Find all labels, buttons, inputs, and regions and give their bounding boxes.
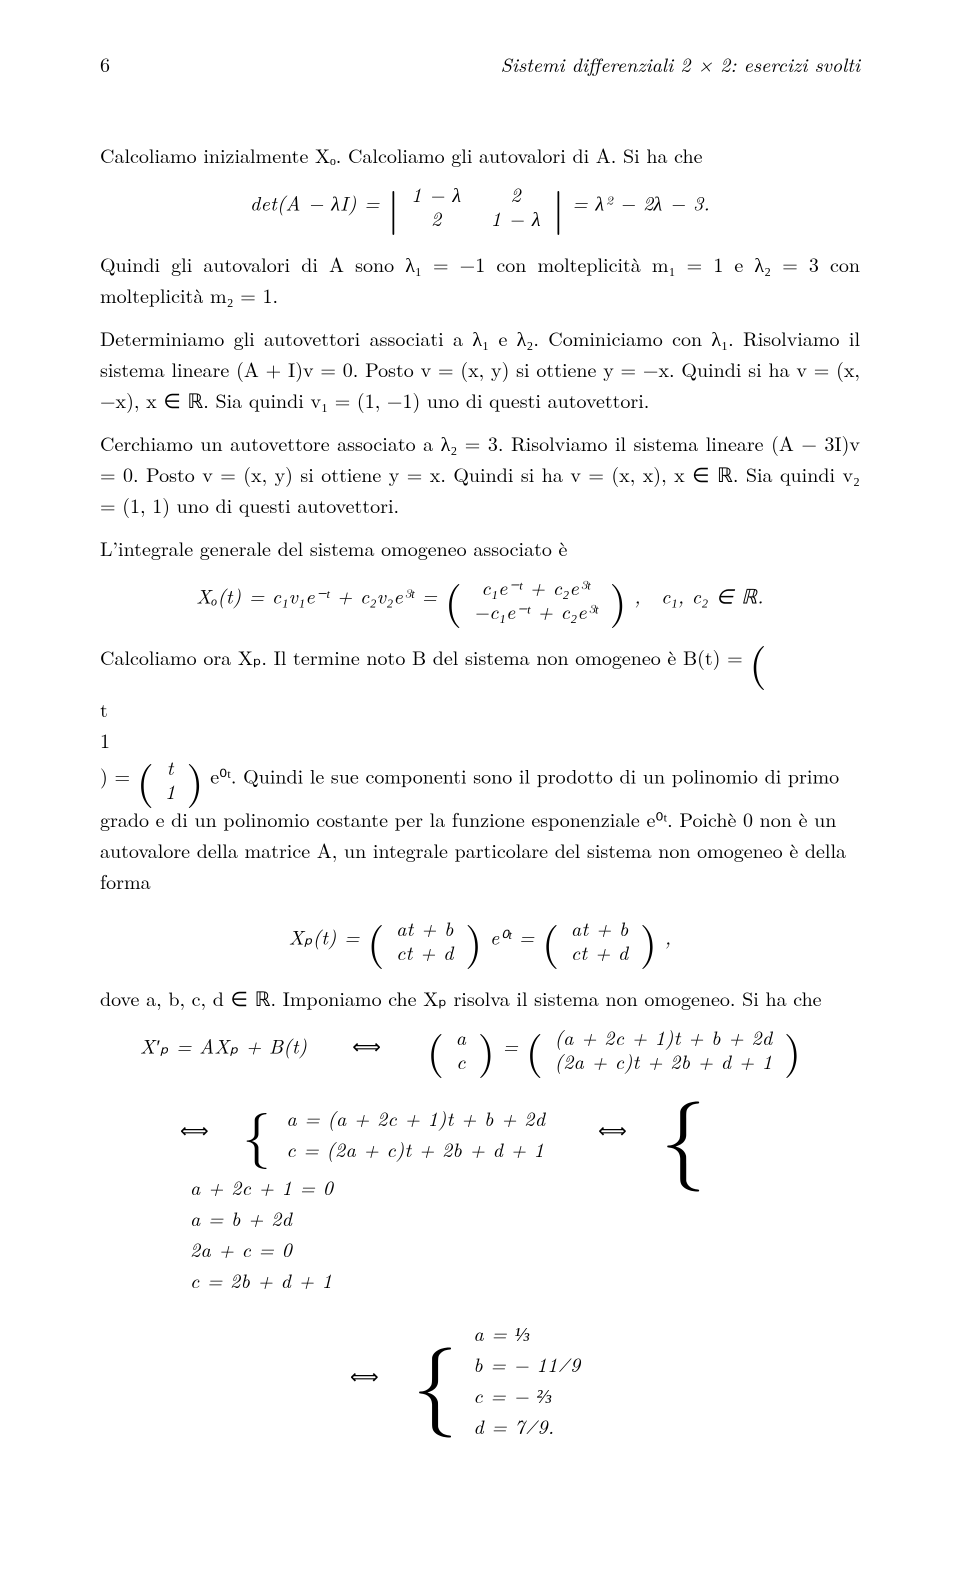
paragraph-1: Calcoliamo inizialmente Xₒ. Calcoliamo g… xyxy=(100,139,860,170)
iff-icon-2: ⟺ xyxy=(180,1114,210,1143)
equation-det: det(A − λI) = | 1 − λ 2 2 1 − λ | = λ² −… xyxy=(100,182,860,230)
det-m22: 1 − λ xyxy=(491,206,541,230)
eq-det-rhs: = λ² − 2λ − 3. xyxy=(572,187,710,216)
sys3-row1: a + 2c + 1 = 0 xyxy=(190,1171,333,1202)
eq-gen-lhs: Xₒ(t) = c₁v₁e⁻ᵗ + c₂v₂e³ᵗ = xyxy=(196,580,444,609)
p6-part-c: e⁰ᵗ. Quindi le sue componenti sono il pr… xyxy=(100,760,846,895)
sys4-row3: c = − ⅔ xyxy=(473,1379,580,1410)
derivation-block: X′ₚ = AXₚ + B(t) ⟺ ( a c ) = ( (a + 2c +… xyxy=(100,1025,860,1442)
eq-part-r2b: ct + d xyxy=(571,940,629,964)
deriv-rhs-1: (a + 2c + 1)t + b + 2d xyxy=(555,1025,773,1049)
eq-part-lhs: Xₚ(t) = xyxy=(289,921,367,950)
eq-part-r1: at + b xyxy=(396,916,454,940)
sys3-row3: 2a + c = 0 xyxy=(190,1233,333,1264)
eq-part-r1b: at + b xyxy=(571,916,629,940)
eq-part-r2: ct + d xyxy=(396,940,454,964)
equation-general-solution: Xₒ(t) = c₁v₁e⁻ᵗ + c₂v₂e³ᵗ = ( c₁e⁻ᵗ + c₂… xyxy=(100,575,860,623)
paragraph-6: Calcoliamo ora Xₚ. Il termine noto B del… xyxy=(100,641,860,681)
eq-part-mid: e⁰ᵗ = xyxy=(490,921,542,950)
paragraph-3: Determiniamo gli autovettori associati a… xyxy=(100,322,860,415)
sys3-row2: a = b + 2d xyxy=(190,1202,333,1233)
vec-ac-1: a xyxy=(456,1025,467,1049)
page: 6 Sistemi differenziali 2 × 2: esercizi … xyxy=(0,0,960,1585)
vec-Bt-1: t xyxy=(100,693,860,724)
sys4-row4: d = 7⁄9. xyxy=(473,1410,580,1441)
sys4-row2: b = − 11⁄9 xyxy=(473,1348,580,1379)
p6-part-b: = xyxy=(114,760,136,789)
equation-particular: Xₚ(t) = ( at + b ct + d ) e⁰ᵗ = ( at + b… xyxy=(100,916,860,964)
eq-gen-row2: −c₁e⁻ᵗ + c₂e³ᵗ xyxy=(474,599,598,623)
deriv-line1-eq: = xyxy=(503,1030,526,1059)
paragraph-7: dove a, b, c, d ∈ ℝ. Imponiamo che Xₚ ri… xyxy=(100,982,860,1013)
eq-gen-tail: , c₁, c₂ ∈ ℝ. xyxy=(634,580,763,609)
deriv-line1-lhs: X′ₚ = AXₚ + B(t) xyxy=(140,1030,307,1059)
paragraph-2: Quindi gli autovalori di A sono λ₁ = −1 … xyxy=(100,248,860,310)
running-title: Sistemi differenziali 2 × 2: esercizi sv… xyxy=(501,48,860,79)
vec-Bt-2: 1 xyxy=(100,724,860,755)
iff-icon-3: ⟺ xyxy=(598,1114,628,1143)
vec-Bt-1b: t xyxy=(165,755,175,779)
page-number: 6 xyxy=(100,48,110,79)
vec-ac-2: c xyxy=(456,1049,467,1073)
p6-part-a: Calcoliamo ora Xₚ. Il termine noto B del… xyxy=(100,642,749,671)
vec-Bt-2b: 1 xyxy=(165,779,175,803)
sys4-row1: a = ⅓ xyxy=(473,1317,580,1348)
sys2-row1: a = (a + 2c + 1)t + b + 2d xyxy=(286,1102,545,1133)
paragraph-4: Cerchiamo un autovettore associato a λ₂ … xyxy=(100,427,860,520)
paragraph-5: L’integrale generale del sistema omogene… xyxy=(100,532,860,563)
det-m21: 2 xyxy=(411,206,461,230)
running-header: 6 Sistemi differenziali 2 × 2: esercizi … xyxy=(100,48,860,79)
sys3-row4: c = 2b + d + 1 xyxy=(190,1264,333,1295)
eq-part-tail: , xyxy=(665,921,671,950)
sys2-row2: c = (2a + c)t + 2b + d + 1 xyxy=(286,1133,545,1164)
eq-det-lhs: det(A − λI) = xyxy=(250,187,387,216)
iff-icon-4: ⟺ xyxy=(350,1360,380,1389)
iff-icon: ⟺ xyxy=(352,1030,382,1059)
